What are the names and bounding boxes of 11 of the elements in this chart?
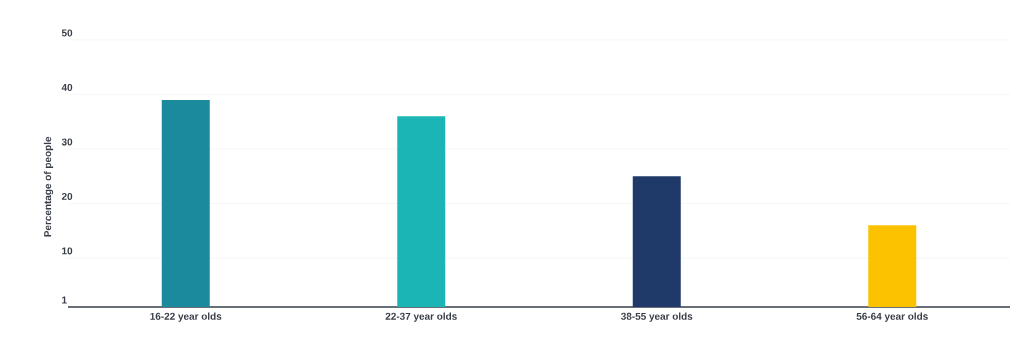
x-tick-label: 38-55 year olds (620, 312, 693, 322)
x-tick-label: 22-37 year olds (385, 312, 457, 322)
y-tick-label: 30 (61, 138, 73, 146)
y-tick-label: 40 (61, 83, 73, 91)
y-tick-label: 10 (62, 247, 73, 255)
y-tick-label: 20 (61, 192, 73, 200)
y-axis-title: Percentage of people (43, 136, 54, 237)
y-tick-label: 50 (61, 29, 73, 37)
y-tick-label: 1 (62, 296, 67, 304)
x-tick-label: 56-64 year olds (856, 312, 928, 322)
x-tick-label: 16-22 year olds (150, 312, 222, 322)
